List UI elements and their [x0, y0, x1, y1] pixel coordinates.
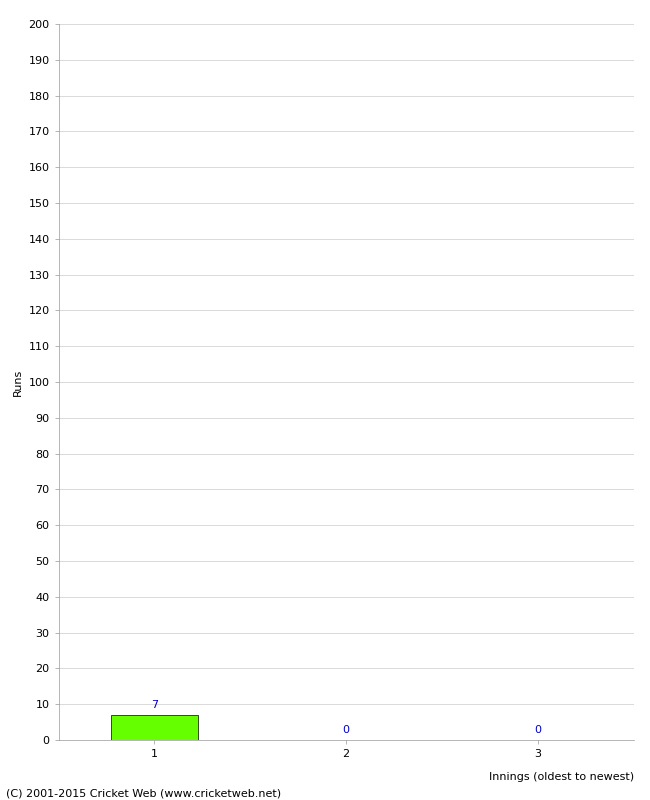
Text: 0: 0: [534, 725, 541, 734]
Text: (C) 2001-2015 Cricket Web (www.cricketweb.net): (C) 2001-2015 Cricket Web (www.cricketwe…: [6, 789, 281, 798]
Y-axis label: Runs: Runs: [13, 368, 23, 396]
Text: Innings (oldest to newest): Innings (oldest to newest): [489, 772, 634, 782]
Text: 7: 7: [151, 699, 158, 710]
Text: 0: 0: [343, 725, 350, 734]
Bar: [111, 715, 198, 740]
